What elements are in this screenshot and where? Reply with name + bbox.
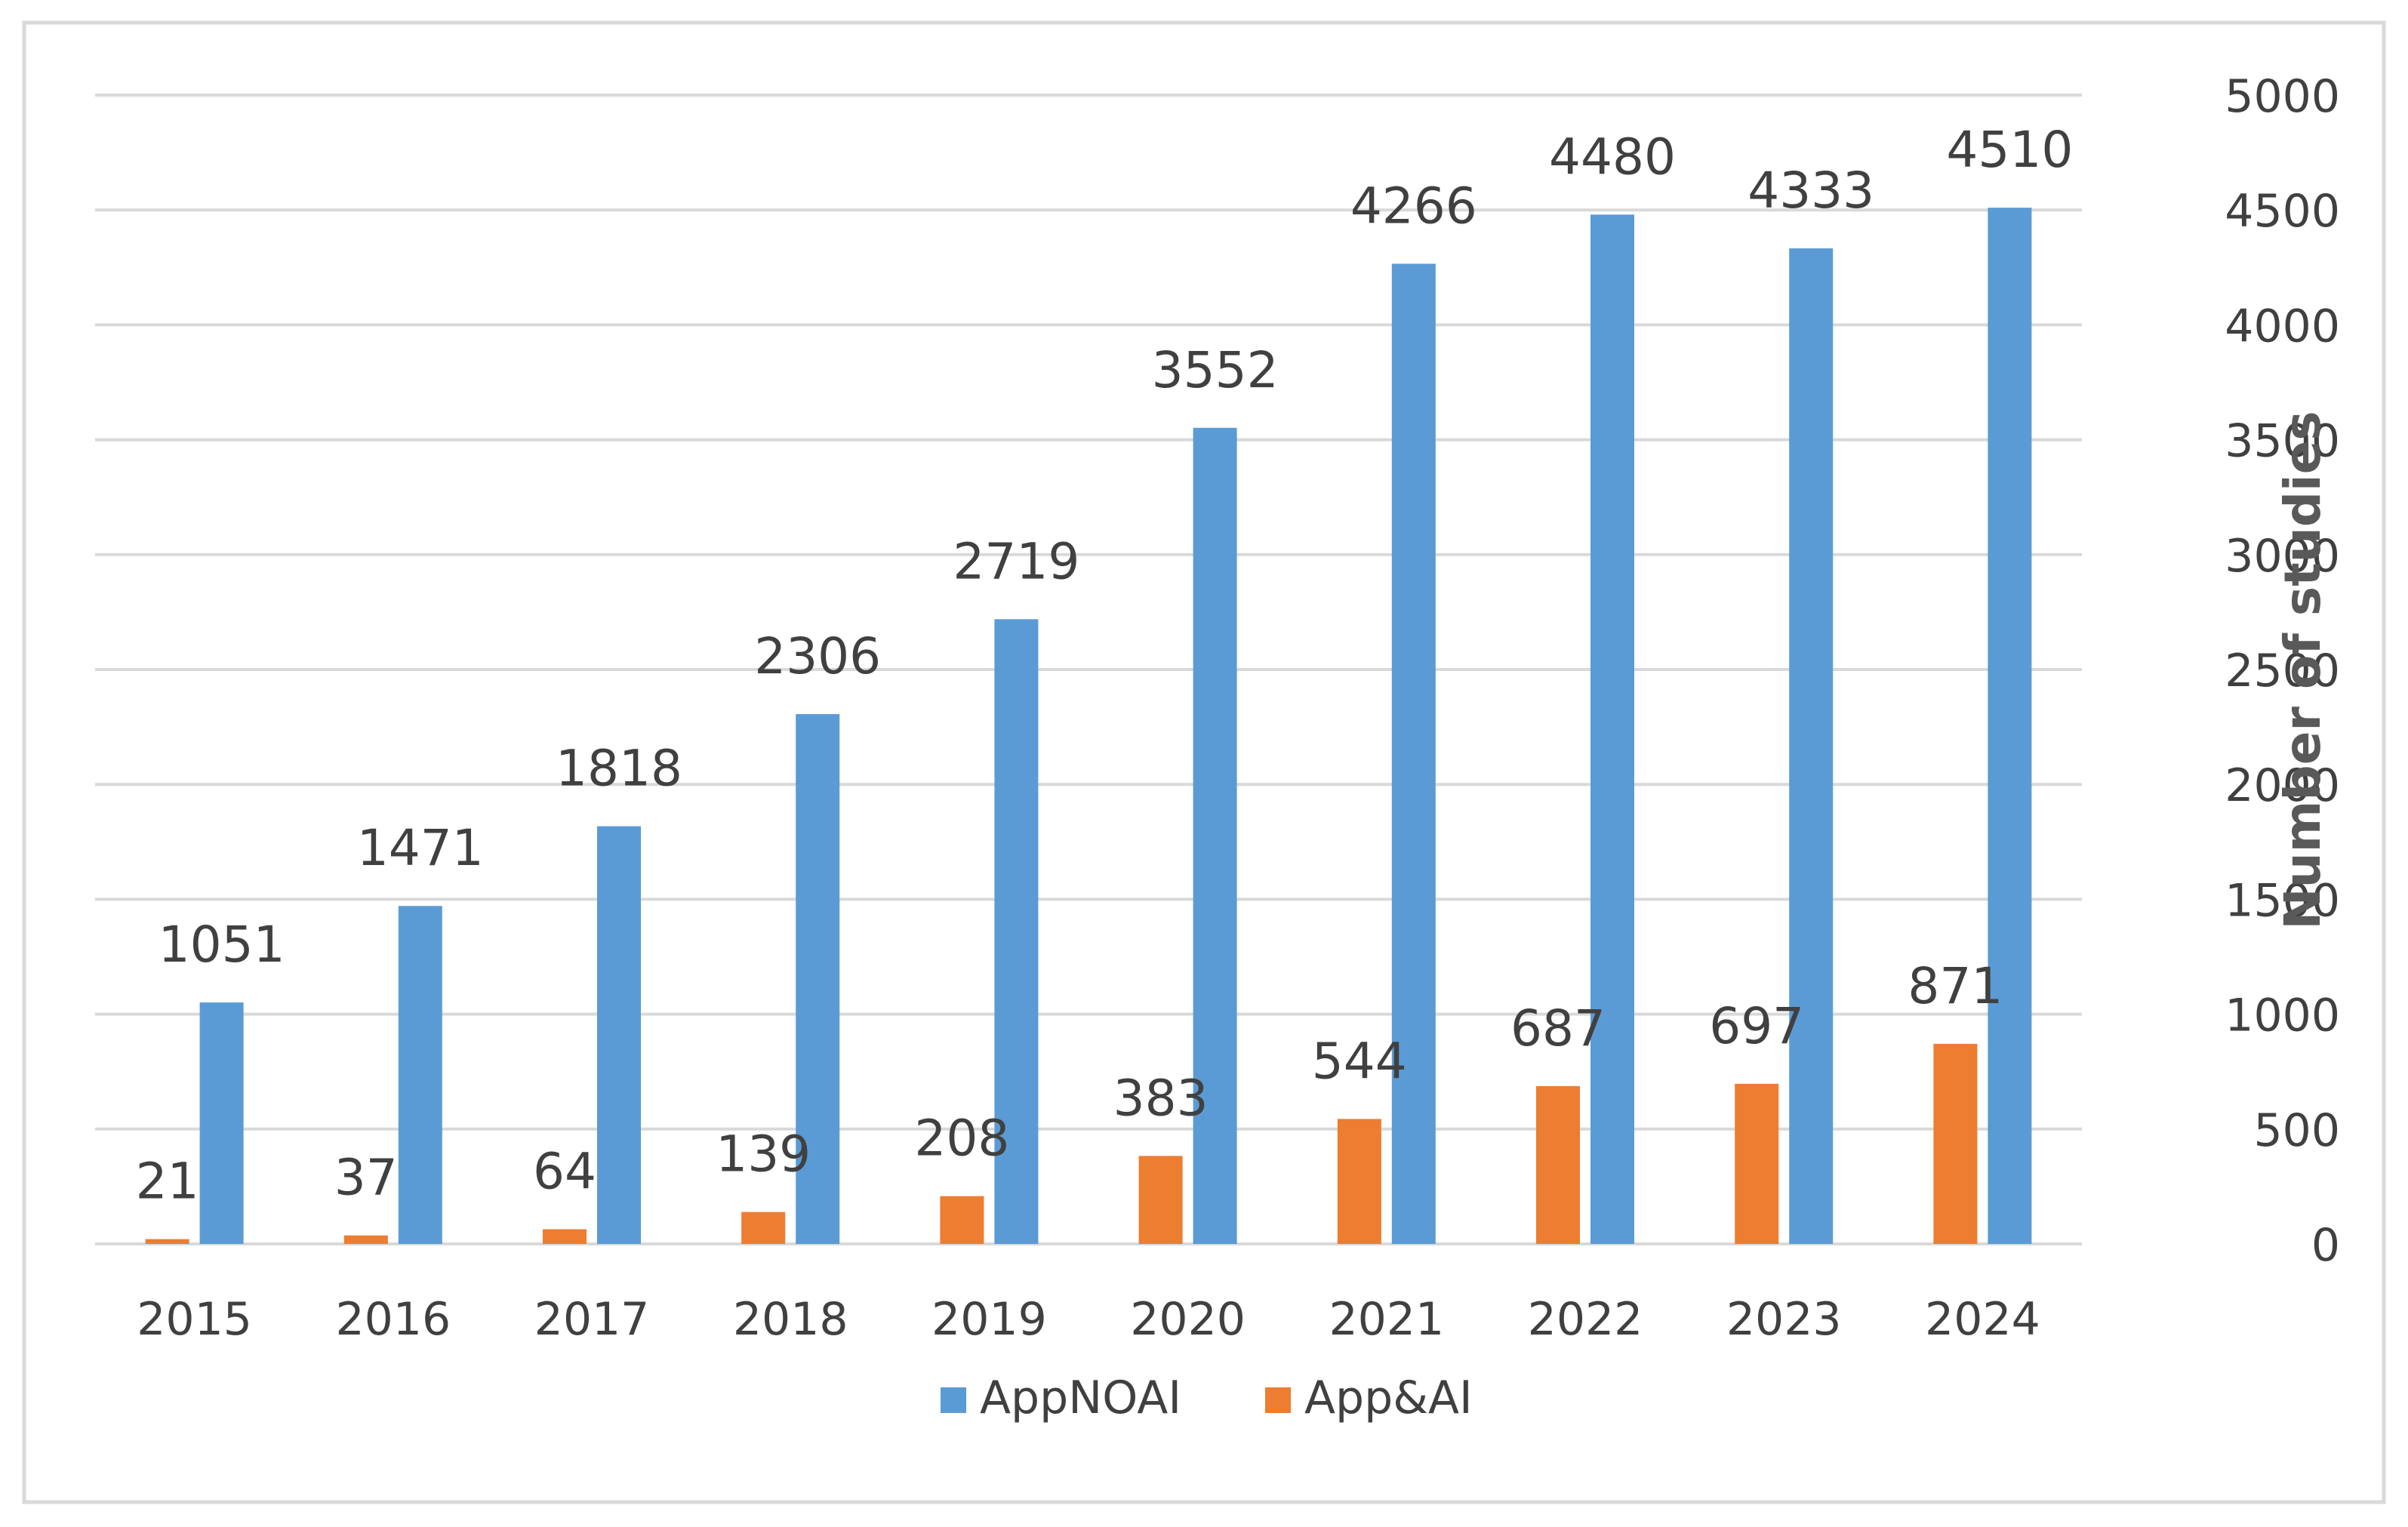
legend-swatch-app-ai xyxy=(1265,1387,1291,1413)
data-label-app-ai: 37 xyxy=(334,1149,398,1207)
y-tick-label: 1000 xyxy=(2225,990,2340,1042)
bar-app-ai-2016 xyxy=(343,1235,388,1244)
data-label-appnoai: 2306 xyxy=(754,627,881,685)
data-label-app-ai: 64 xyxy=(533,1143,596,1201)
y-tick-label: 1500 xyxy=(2225,874,2340,927)
y-tick-label: 4000 xyxy=(2225,300,2340,353)
data-labels: 21 37 64 139 208 383 544 687 697 871 1051 1471 1818 2… xyxy=(136,121,2074,1210)
data-label-appnoai: 2719 xyxy=(953,532,1079,590)
data-label-app-ai: 544 xyxy=(1312,1032,1407,1090)
legend-swatch-appnoai xyxy=(941,1387,966,1413)
x-tick-label: 2017 xyxy=(534,1293,650,1346)
data-label-appnoai: 4510 xyxy=(1946,121,2073,179)
bar-app-ai-2022 xyxy=(1536,1085,1580,1244)
data-label-appnoai: 1471 xyxy=(357,819,484,877)
data-label-appnoai: 4480 xyxy=(1549,128,1676,186)
legend-label-appnoai: AppNOAI xyxy=(980,1372,1181,1424)
bar-appnoai-2020 xyxy=(1193,427,1237,1244)
data-label-appnoai: 4266 xyxy=(1350,177,1477,235)
legend: AppNOAI App&AI xyxy=(941,1372,1473,1424)
bar-app-ai-2019 xyxy=(940,1196,984,1244)
data-label-appnoai: 1818 xyxy=(556,740,682,798)
bar-app-ai-2024 xyxy=(1933,1043,1978,1244)
y-tick-label: 2500 xyxy=(2225,645,2340,697)
x-tick-label: 2019 xyxy=(931,1293,1047,1346)
bars xyxy=(145,208,2032,1245)
data-label-appnoai: 1051 xyxy=(159,916,285,974)
y-tick-label: 500 xyxy=(2253,1104,2340,1157)
bar-app-ai-2020 xyxy=(1138,1156,1183,1244)
bar-appnoai-2018 xyxy=(796,714,840,1244)
bar-appnoai-2015 xyxy=(199,1002,244,1244)
data-label-app-ai: 687 xyxy=(1510,999,1606,1058)
data-label-app-ai: 383 xyxy=(1113,1069,1209,1127)
x-tick-label: 2016 xyxy=(335,1293,451,1346)
data-label-app-ai: 21 xyxy=(136,1153,199,1211)
data-label-app-ai: 697 xyxy=(1709,997,1804,1055)
bar-app-ai-2023 xyxy=(1735,1083,1779,1244)
bar-app-ai-2017 xyxy=(543,1229,587,1244)
legend-label-app-ai: App&AI xyxy=(1304,1372,1473,1424)
y-axis-ticks: 0 500 1000 1500 2000 2500 3000 3500 4000 4500 5000 xyxy=(2225,70,2340,1272)
data-label-appnoai: 4333 xyxy=(1747,162,1874,220)
x-tick-label: 2023 xyxy=(1726,1293,1842,1346)
bar-app-ai-2021 xyxy=(1337,1119,1381,1244)
x-tick-label: 2024 xyxy=(1925,1293,2040,1346)
bar-appnoai-2016 xyxy=(398,906,442,1244)
bar-app-ai-2018 xyxy=(741,1211,786,1244)
x-tick-label: 2020 xyxy=(1130,1293,1246,1346)
x-tick-label: 2018 xyxy=(733,1293,848,1346)
bar-appnoai-2024 xyxy=(1988,208,2032,1244)
x-tick-label: 2022 xyxy=(1528,1293,1643,1346)
x-tick-label: 2015 xyxy=(137,1293,252,1346)
data-label-app-ai: 208 xyxy=(914,1110,1009,1168)
y-axis-title: Number of studies xyxy=(2274,411,2332,929)
y-tick-label: 2000 xyxy=(2225,759,2340,812)
y-tick-label: 5000 xyxy=(2225,70,2340,123)
y-tick-label: 0 xyxy=(2311,1219,2340,1272)
bar-appnoai-2021 xyxy=(1391,263,1436,1245)
y-tick-label: 3500 xyxy=(2225,415,2340,468)
y-tick-label: 4500 xyxy=(2225,185,2340,238)
data-label-app-ai: 139 xyxy=(716,1125,811,1184)
bar-appnoai-2022 xyxy=(1590,214,1634,1245)
x-tick-label: 2021 xyxy=(1329,1293,1444,1346)
bar-appnoai-2023 xyxy=(1789,248,1834,1244)
bar-appnoai-2019 xyxy=(994,619,1039,1244)
bar-appnoai-2017 xyxy=(597,826,641,1244)
x-axis-ticks: 2015 2016 2017 2018 2019 2020 2021 2022 2023 2024 xyxy=(137,1293,2040,1346)
data-label-appnoai: 3552 xyxy=(1152,341,1279,399)
bar-app-ai-2015 xyxy=(145,1239,189,1244)
y-tick-label: 3000 xyxy=(2225,530,2340,583)
data-label-app-ai: 871 xyxy=(1908,957,2003,1015)
